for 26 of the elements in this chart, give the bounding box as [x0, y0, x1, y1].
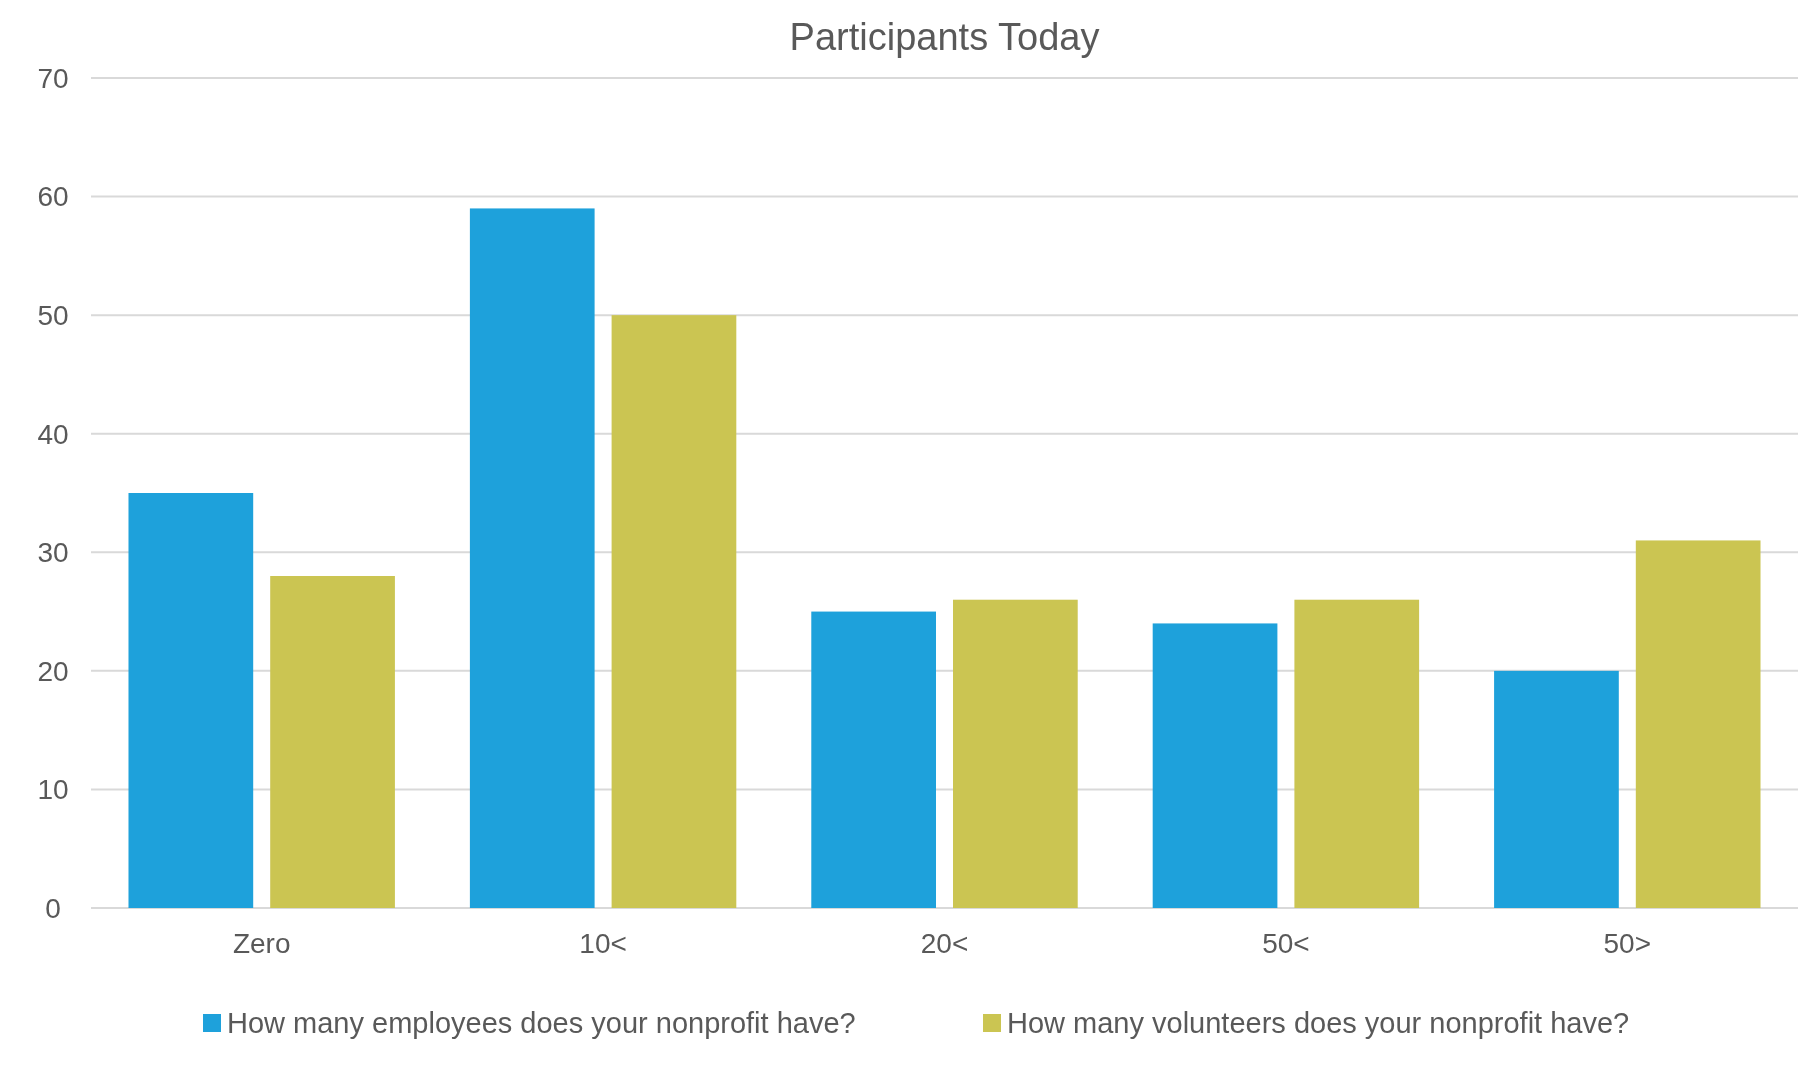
bar — [128, 493, 254, 908]
y-tick-label: 0 — [45, 892, 61, 924]
x-tick-label: Zero — [232, 928, 291, 959]
y-tick-label: 70 — [37, 62, 69, 94]
legend-label: How many employees does your nonprofit have? — [227, 1007, 856, 1040]
y-tick-label: 30 — [37, 537, 69, 569]
bar — [270, 576, 395, 908]
bar — [469, 208, 595, 908]
x-tick-label: 20< — [920, 928, 969, 959]
bar — [811, 611, 936, 908]
y-tick-label: 60 — [37, 181, 69, 213]
chart-title: Participants Today — [789, 16, 1100, 58]
y-tick-label: 20 — [37, 655, 69, 687]
bar — [1152, 623, 1278, 908]
y-tick-label: 10 — [37, 774, 69, 806]
x-tick-label: 50< — [1262, 928, 1310, 959]
x-tick-label: 50> — [1603, 928, 1652, 959]
bar — [1494, 670, 1619, 908]
y-tick-label: 50 — [37, 299, 69, 331]
bar — [611, 315, 737, 908]
bar — [953, 599, 1078, 908]
bar — [1635, 540, 1761, 908]
y-tick-label: 40 — [37, 418, 69, 450]
x-tick-label: 10< — [579, 928, 627, 959]
bar — [1294, 599, 1420, 908]
legend-label: How many volunteers does your nonprofit have? — [1007, 1007, 1630, 1040]
